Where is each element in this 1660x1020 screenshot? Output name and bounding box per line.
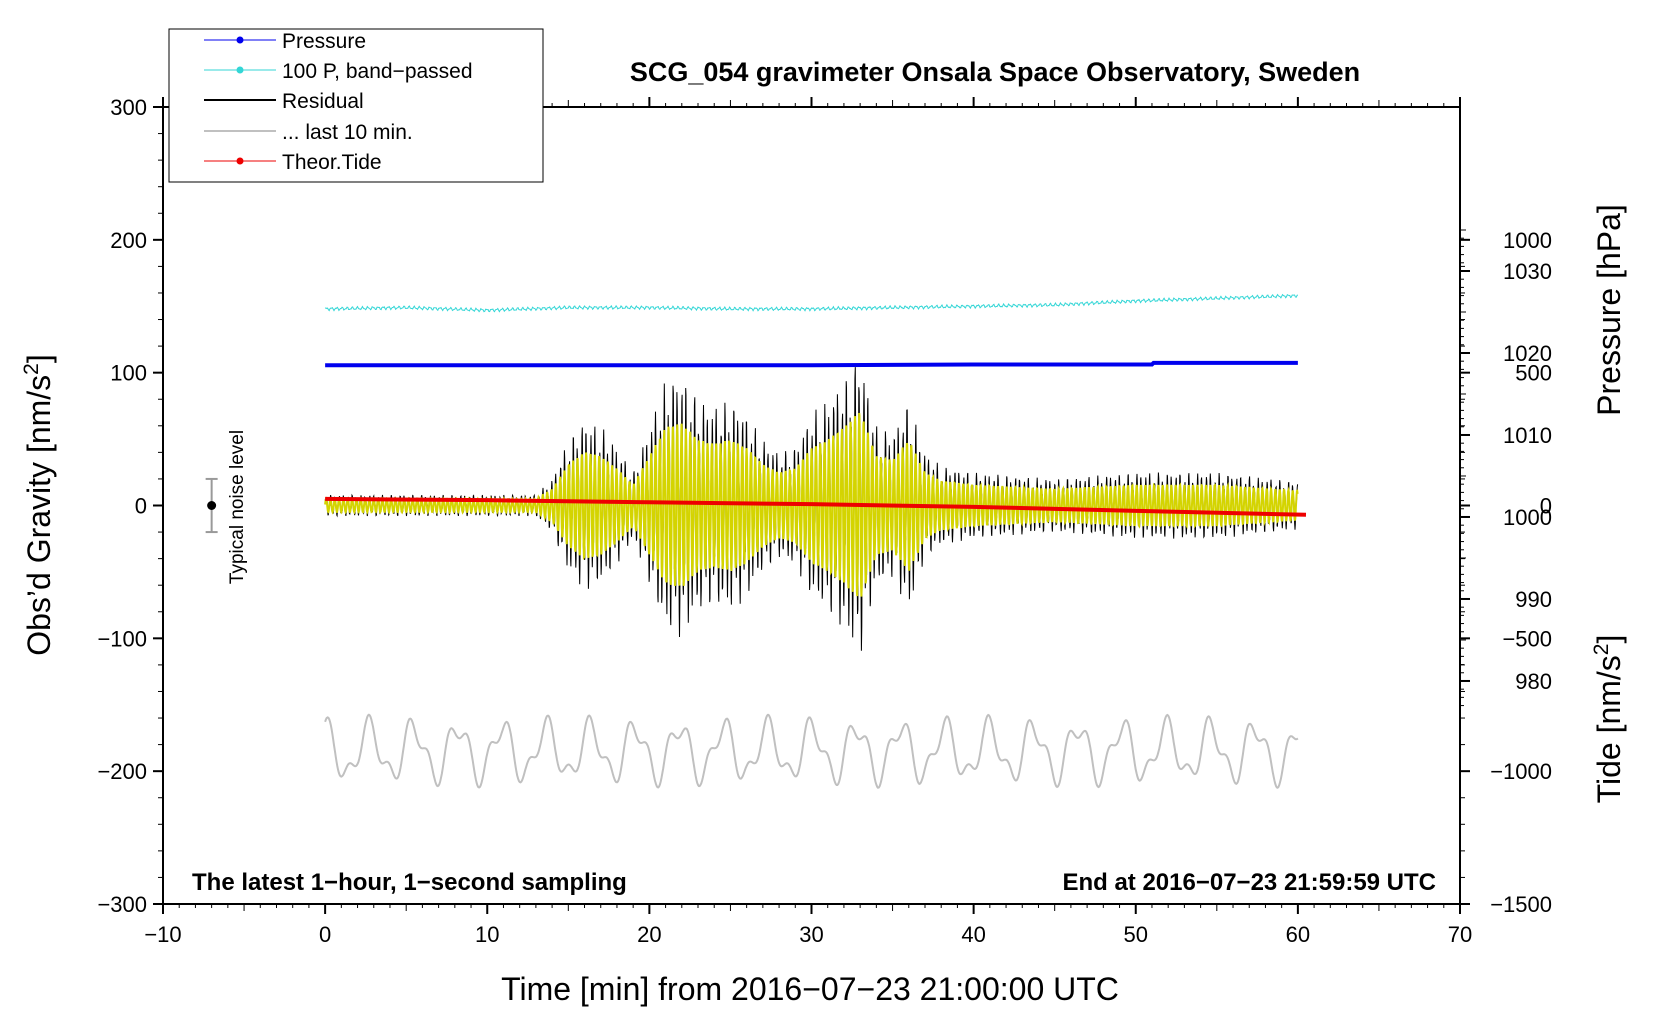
pressure-tick-label: 1030 [1503,259,1552,284]
y-left-tick-label: 300 [110,95,147,120]
legend-label-last10: ... last 10 min. [282,121,413,144]
y-left-tick-label: −300 [97,892,147,917]
y-axis-title-pressure: Pressure [hPa] [1591,204,1627,416]
legend-box [168,28,544,183]
y-left-tick-label: −100 [97,626,147,651]
x-tick-label: 60 [1286,922,1310,947]
chart-title: SCG_054 gravimeter Onsala Space Observat… [630,57,1360,87]
legend: Pressure 100 P, band−passed Residual ...… [168,28,544,183]
noise-center-point [207,501,217,510]
tide-tick-label: −500 [1502,626,1552,651]
x-tick-label: −10 [144,922,181,947]
bandpassed-pressure-line [324,293,1299,313]
legend-marker-pressure [236,36,244,44]
x-tick-label: 30 [799,922,823,947]
pressure-tick-label: 980 [1515,669,1552,694]
y-left-tick-label: 100 [110,361,147,386]
x-tick-label: 50 [1124,922,1148,947]
noise-level-label: Typical noise level [227,430,248,584]
legend-label-pressure: Pressure [282,30,366,53]
pressure-line [325,360,1298,368]
series-group [324,293,1307,789]
legend-label-bandpassed: 100 P, band−passed [282,60,473,83]
pressure-tick-label: 1010 [1503,423,1552,448]
noise-level-indicator: Typical noise level [205,430,248,584]
legend-label-residual: Residual [282,90,364,113]
pressure-tick-label: 990 [1515,587,1552,612]
pressure-tick-label: 1000 [1503,505,1552,530]
legend-marker-tide [236,157,244,165]
y-axis-title-left: Obs’d Gravity [nm/s2] [20,354,57,656]
x-axis-title: Time [min] from 2016−07−23 21:00:00 UTC [501,971,1119,1007]
x-tick-label: 10 [475,922,499,947]
y-left-tick-label: 200 [110,228,147,253]
tide-tick-label: −1000 [1490,759,1552,784]
legend-label-tide: Theor.Tide [282,151,382,174]
theoretical-tide-line [325,496,1307,517]
x-tick-label: 70 [1448,922,1472,947]
tide-tick-label: 1000 [1503,228,1552,253]
legend-marker-bandpassed [236,66,244,74]
bottom-left-annotation: The latest 1−hour, 1−second sampling [192,869,627,896]
x-tick-label: 0 [319,922,331,947]
y-left-tick-label: 0 [135,494,147,519]
bottom-right-annotation: End at 2016−07−23 21:59:59 UTC [1062,869,1436,896]
y-left-tick-label: −200 [97,759,147,784]
x-tick-label: 20 [637,922,661,947]
tide-tick-label: 0 [1540,494,1552,519]
last-10-min-line [324,713,1299,789]
tide-tick-label: −1500 [1490,892,1552,917]
ticks-group: −10 0 10 20 30 40 50 60 70−300−200−1000100200300… [97,95,1552,947]
pressure-tick-label: 1020 [1503,341,1552,366]
y-axis-title-tide: Tide [nm/s2] [1590,635,1627,804]
x-tick-label: 40 [961,922,985,947]
tide-tick-label: 500 [1515,361,1552,386]
